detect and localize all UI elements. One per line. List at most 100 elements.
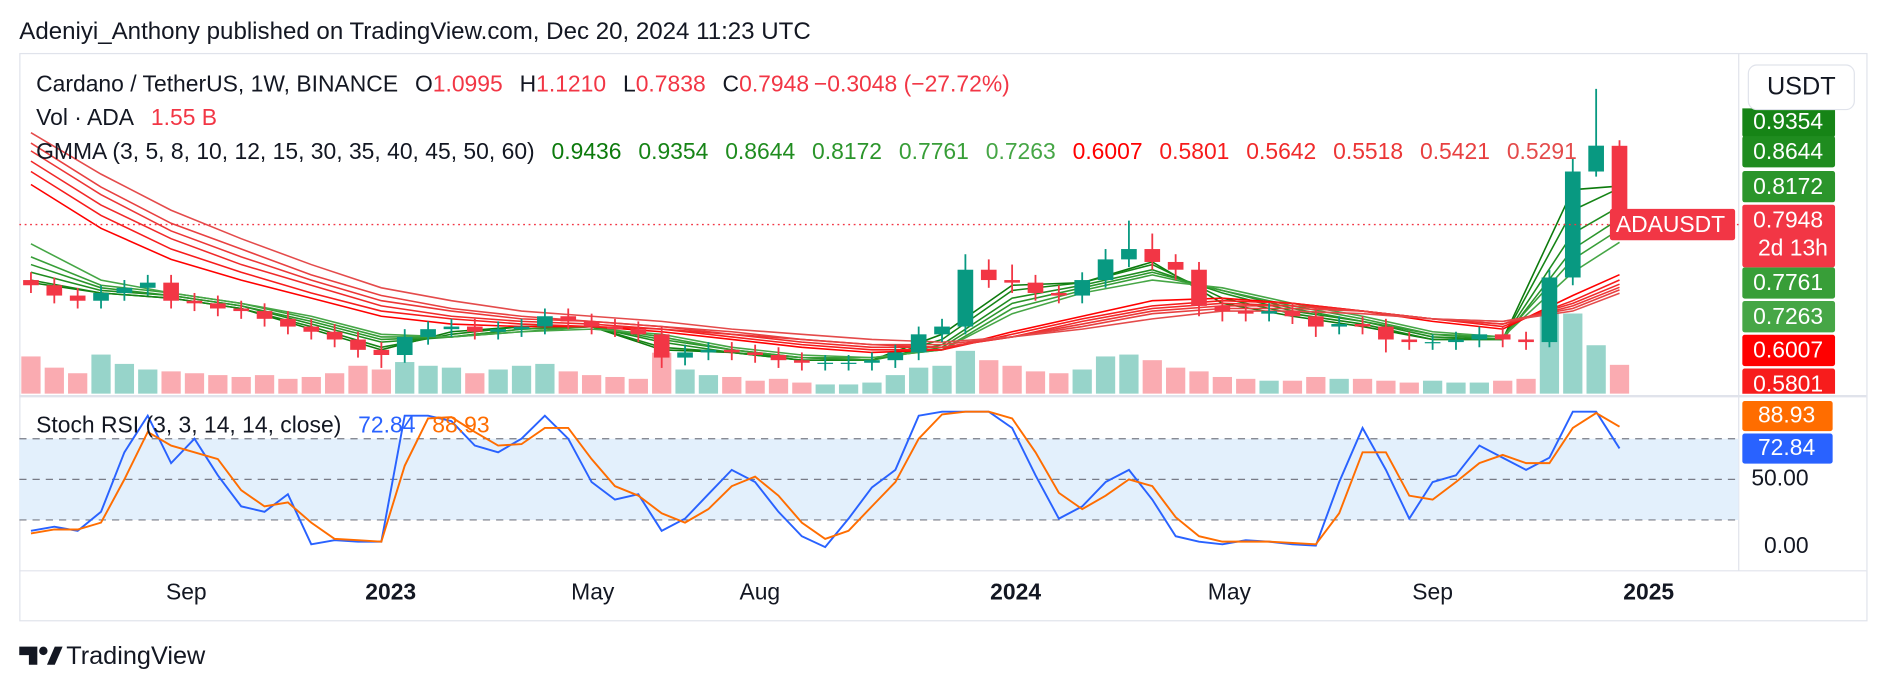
volume-bar [1469,382,1489,394]
volume-bar [1306,376,1326,394]
candle-body [630,329,647,335]
volume-bar [231,376,251,394]
volume-bar [254,375,275,394]
candle-body [490,329,506,332]
candle-body [1378,326,1394,340]
candle-body [1214,305,1231,312]
gmma-value: 0.9436 [551,139,622,165]
gmma-value: 0.5642 [1246,139,1317,165]
candle-body [840,362,857,364]
volume-bar [862,382,882,394]
x-tick-label: 2025 [1623,579,1674,605]
volume-bar [535,363,555,394]
gmma-value: 0.5518 [1333,139,1404,165]
candle-body [583,321,600,327]
volume-bar [68,373,88,394]
gmma-tag-value: 0.8644 [1753,138,1823,164]
gmma-line [30,160,1620,349]
gmma-line [30,142,1620,346]
volume-bar [488,369,508,394]
candle-body [350,339,366,350]
gmma-value: 0.5291 [1506,139,1577,165]
candle-body [1237,311,1254,314]
change: −0.3048 (−27.72%) [813,72,1010,98]
candle-body [1074,280,1091,296]
volume-bar [955,350,976,394]
stoch-line [30,410,1620,546]
volume-bar [558,371,578,394]
candle-body [934,326,950,335]
candle-body [1564,171,1581,278]
volume-bar [418,365,438,394]
candle-body [1051,292,1067,296]
volume-bar [628,378,648,394]
volume-bar [1166,367,1186,394]
volume-bar [768,378,789,394]
candle-body [817,362,834,364]
candle-body [1354,323,1371,327]
gmma-tag-value: 0.9354 [1753,108,1823,134]
stoch-name: Stoch RSI (3, 3, 14, 14, close) [36,413,342,439]
gmma-line [30,132,1620,343]
candle-body [1494,334,1511,340]
volume-bar [792,382,812,394]
currency[interactable]: USDT [1767,73,1836,101]
ohlc-key: C [722,72,740,98]
gmma-value: 0.5421 [1419,139,1490,165]
volume-bar [441,367,462,394]
candle-body [1401,339,1418,343]
logo-slash [46,646,63,665]
candle-body [910,334,927,353]
volume-bar [1282,380,1303,394]
candle-body [233,308,250,312]
ohlc-value: 1.0995 [432,72,503,98]
volume-bar [1586,345,1606,394]
currency-button[interactable] [1747,64,1855,111]
candle-body [303,326,320,332]
gmma-tag [1742,170,1836,203]
symbol: Cardano / TetherUS, 1W, BINANCE [36,72,399,98]
volume-bar [979,360,999,394]
candle-body [723,349,740,353]
candle-body [1331,323,1347,327]
publish-info: Adeniyi_Anthony published on TradingView… [19,18,810,45]
candle-body [1121,249,1137,260]
y-tick-label: 50.00 [1751,464,1808,490]
logo-mark [19,646,38,665]
gmma-tag [1742,368,1836,394]
volume-name: Vol · ADA [36,105,135,132]
candle-body [443,326,460,330]
volume-bar [1142,360,1162,394]
volume-bar [1072,369,1092,394]
volume-bar [348,365,368,394]
ohlc-key: H [519,72,537,98]
last-price-value: 0.7948 [1753,207,1823,233]
candle-body [560,316,577,322]
gmma-name: GMMA (3, 5, 8, 10, 12, 15, 30, 35, 40, 4… [36,139,535,165]
volume-bar [581,375,602,394]
volume-bar [371,369,391,394]
volume-bar [675,369,695,394]
volume-bar [1563,313,1583,394]
candle-body [139,282,156,288]
candle-body [396,336,413,356]
candle-body [794,360,810,363]
candle-body [210,303,226,309]
candle-body [373,349,390,356]
ohlc-key: O [414,72,433,98]
volume-bar [1095,356,1116,394]
stoch-value: 88.93 [432,413,490,439]
candle-body [1284,311,1301,317]
volume-bar [1329,378,1349,394]
volume-bar [1352,378,1373,394]
x-tick-label: 2024 [990,579,1041,605]
candle-body [770,355,787,361]
gmma-tag [1742,136,1836,168]
ticker-tag-label: ADAUSDT [1616,211,1725,237]
volume-bar [1399,382,1419,394]
candle-body [607,326,623,330]
candle-body [1167,261,1184,270]
volume-bar [885,375,905,394]
volume-bar [932,365,952,394]
candle-body [163,282,179,301]
